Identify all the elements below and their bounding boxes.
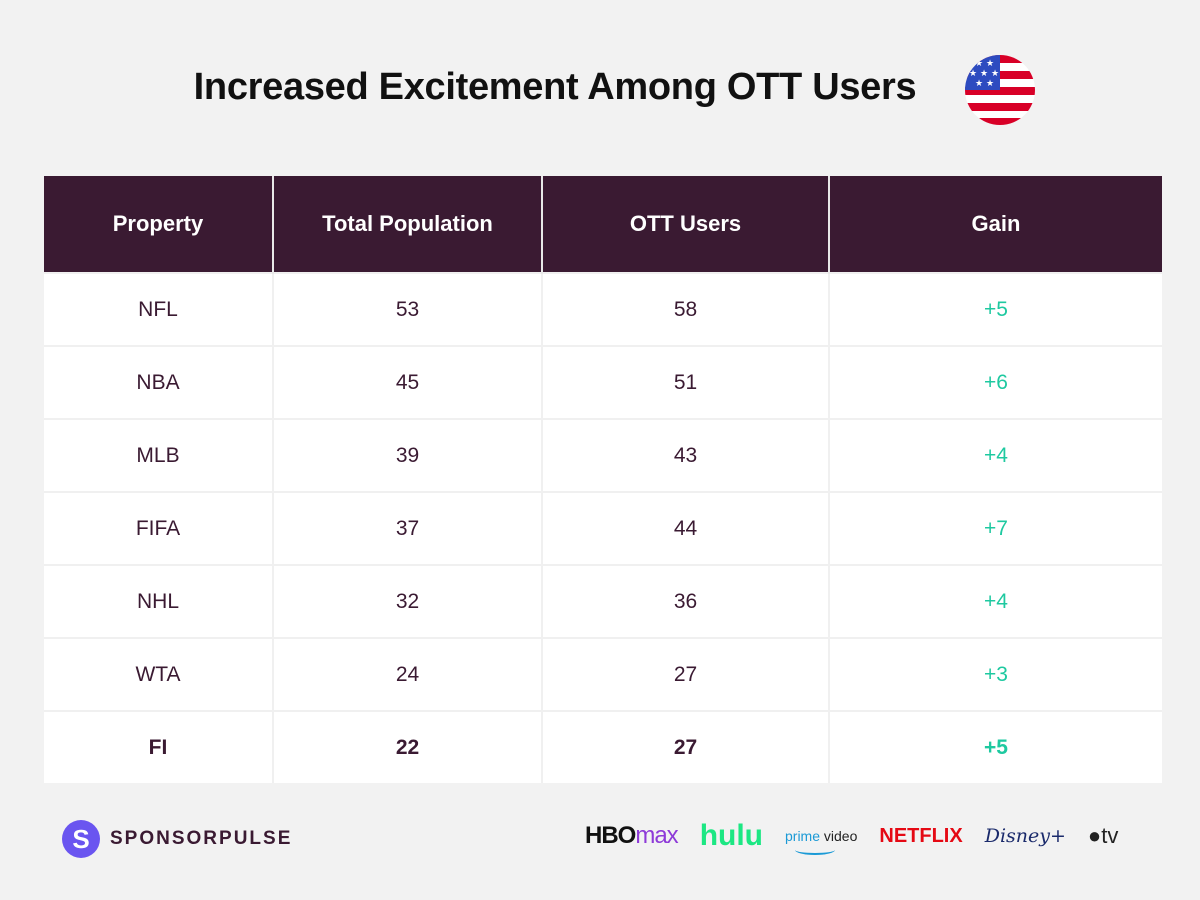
sponsorpulse-logo: S SPONSORPULSE — [62, 820, 292, 858]
ott-users-cell: 51 — [542, 345, 830, 419]
tv-text: tv — [1101, 823, 1119, 848]
gain-cell: +5 — [829, 710, 1162, 783]
ott-users-cell: 36 — [542, 564, 830, 638]
ott-users-cell: 58 — [542, 272, 830, 346]
data-table: Property Total Population OTT Users Gain NF… — [44, 176, 1162, 783]
total-population-cell: 45 — [273, 345, 543, 419]
table-row: WTA 24 27 +3 — [44, 637, 1162, 711]
ott-users-cell: 27 — [542, 637, 830, 711]
prime-video-logo: prime video — [785, 828, 858, 855]
svg-text:★: ★ — [969, 69, 977, 79]
table-row: FI 22 27 +5 — [44, 710, 1162, 783]
column-header: Total Population — [273, 176, 543, 273]
svg-text:★: ★ — [986, 59, 994, 69]
table-row: MLB 39 43 +4 — [44, 418, 1162, 492]
prime-text: prime — [785, 828, 821, 844]
gain-cell: +4 — [829, 418, 1162, 492]
table-row: NFL 53 58 +5 — [44, 272, 1162, 346]
total-population-cell: 22 — [273, 710, 543, 783]
streaming-brands: HBOmax hulu prime video NETFLIX Disney+ … — [585, 819, 1118, 855]
svg-text:★: ★ — [991, 69, 999, 79]
svg-text:★: ★ — [975, 79, 983, 89]
sponsorpulse-wordmark: SPONSORPULSE — [110, 828, 293, 849]
amazon-smile-icon — [795, 845, 835, 855]
property-cell: FIFA — [44, 491, 274, 565]
table-row: FIFA 37 44 +7 — [44, 491, 1162, 565]
total-population-cell: 39 — [273, 418, 543, 492]
total-population-cell: 24 — [273, 637, 543, 711]
video-text: video — [823, 828, 858, 844]
page-title: Increased Excitement Among OTT Users — [193, 66, 917, 108]
max-text: max — [635, 822, 678, 849]
disney-plus-logo: Disney+ — [984, 825, 1066, 847]
property-cell: NBA — [44, 345, 274, 419]
gain-cell: +6 — [829, 345, 1162, 419]
svg-text:★: ★ — [980, 69, 988, 79]
hbo-text: HBO — [585, 822, 636, 849]
gain-cell: +7 — [829, 491, 1162, 565]
ott-users-cell: 44 — [542, 491, 830, 565]
svg-text:★: ★ — [986, 79, 994, 89]
property-cell: MLB — [44, 418, 274, 492]
total-population-cell: 32 — [273, 564, 543, 638]
netflix-logo: NETFLIX — [879, 824, 963, 847]
hbomax-logo: HBOmax — [585, 822, 679, 850]
total-population-cell: 37 — [273, 491, 543, 565]
ott-users-cell: 27 — [542, 710, 830, 783]
column-header: Property — [44, 176, 274, 273]
column-header: OTT Users — [542, 176, 830, 273]
total-population-cell: 53 — [273, 272, 543, 346]
table-row: NBA 45 51 +6 — [44, 345, 1162, 419]
svg-text:★: ★ — [975, 59, 983, 69]
table-row: NHL 32 36 +4 — [44, 564, 1162, 638]
ott-users-cell: 43 — [542, 418, 830, 492]
property-cell: FI — [44, 710, 274, 783]
us-flag-icon: ★ ★ ★ ★ ★ ★ ★ — [965, 55, 1035, 125]
sponsorpulse-icon: S — [62, 820, 100, 858]
property-cell: WTA — [44, 637, 274, 711]
apple-tv-logo: ●tv — [1088, 823, 1118, 849]
gain-cell: +5 — [829, 272, 1162, 346]
apple-icon: ● — [1087, 823, 1102, 848]
gain-cell: +4 — [829, 564, 1162, 638]
gain-cell: +3 — [829, 637, 1162, 711]
property-cell: NFL — [44, 272, 274, 346]
hulu-logo: hulu — [699, 819, 763, 852]
table-header-row: Property Total Population OTT Users Gain — [44, 176, 1162, 273]
property-cell: NHL — [44, 564, 274, 638]
column-header: Gain — [829, 176, 1162, 273]
